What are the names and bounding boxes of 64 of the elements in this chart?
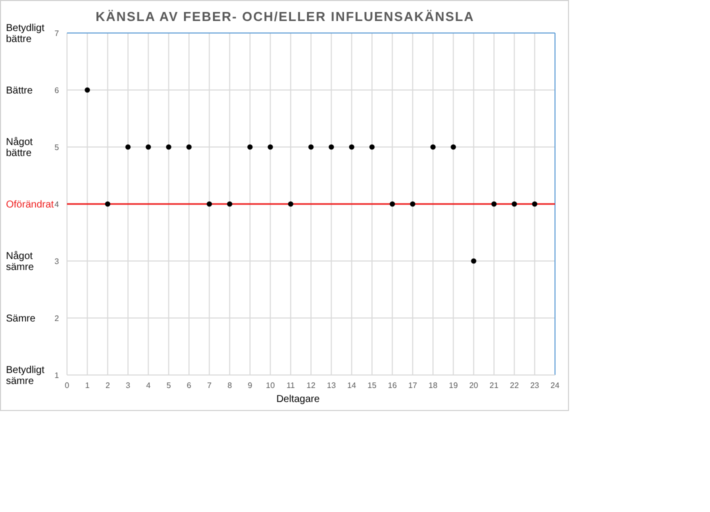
y-tick-label: 2	[54, 314, 60, 323]
x-tick-label: 19	[448, 381, 458, 390]
y-tick-label: 5	[54, 143, 60, 152]
point	[430, 144, 436, 150]
chart-title: KÄNSLA AV FEBER- OCH/ELLER INFLUENSAKÄNSLA	[96, 9, 474, 24]
ref-line-label: Oförändrat	[6, 200, 54, 210]
text: Sämre	[6, 314, 36, 324]
x-tick-label: 20	[469, 381, 479, 390]
point	[206, 201, 212, 207]
x-tick-label: 12	[306, 381, 316, 390]
x-tick-label: 5	[166, 381, 172, 390]
y-tick-label: 3	[54, 257, 60, 266]
x-axis-title: Deltagare	[276, 394, 320, 405]
x-tick-label: 18	[428, 381, 438, 390]
point	[512, 201, 517, 207]
text: Betydligt bättre	[6, 23, 45, 45]
point	[247, 144, 253, 150]
x-tick-label: 8	[227, 381, 232, 390]
text: Något sämre	[6, 250, 34, 273]
y-tick-label: 6	[54, 86, 60, 95]
x-tick-label: 16	[388, 381, 398, 390]
point	[328, 144, 334, 150]
x-tick-label: 17	[408, 381, 418, 390]
y-tick-label: 1	[54, 371, 60, 380]
x-tick-label: 9	[248, 381, 253, 390]
x-tick-label: 2	[105, 381, 110, 390]
text: Bättre	[6, 86, 34, 96]
text: Betydligt sämre	[6, 365, 45, 387]
point	[125, 144, 131, 150]
y-tick-label: 4	[54, 200, 60, 209]
x-tick-label: 23	[530, 381, 540, 390]
point	[450, 144, 456, 150]
point	[186, 144, 192, 150]
point	[308, 144, 314, 150]
x-tick-label: 11	[286, 381, 296, 390]
point	[146, 144, 151, 150]
point	[532, 201, 538, 207]
x-tick-label: 24	[550, 381, 560, 390]
point	[84, 87, 90, 93]
x-tick-label: 3	[126, 381, 131, 390]
point	[390, 201, 395, 207]
x-tick-label: 0	[64, 381, 70, 390]
x-tick-label: 4	[146, 381, 152, 390]
point	[471, 258, 476, 264]
x-tick-label: 22	[510, 381, 520, 390]
point	[288, 201, 294, 207]
point	[410, 201, 416, 207]
x-tick-label: 1	[85, 381, 90, 390]
text: Något bättre	[6, 136, 33, 159]
x-tick-label: 13	[326, 381, 336, 390]
y-tick-label: 7	[54, 29, 60, 38]
point	[349, 144, 354, 150]
x-tick-label: 15	[368, 381, 377, 390]
x-tick-label: 6	[186, 381, 192, 390]
x-tick-label: 7	[207, 381, 212, 390]
x-tick-label: 21	[490, 381, 499, 390]
point	[105, 201, 110, 207]
x-tick-label: 10	[266, 381, 276, 390]
x-tick-label: 14	[347, 381, 357, 390]
point	[268, 144, 273, 150]
point	[227, 201, 232, 207]
point	[369, 144, 375, 150]
point	[166, 144, 172, 150]
point	[491, 201, 497, 207]
